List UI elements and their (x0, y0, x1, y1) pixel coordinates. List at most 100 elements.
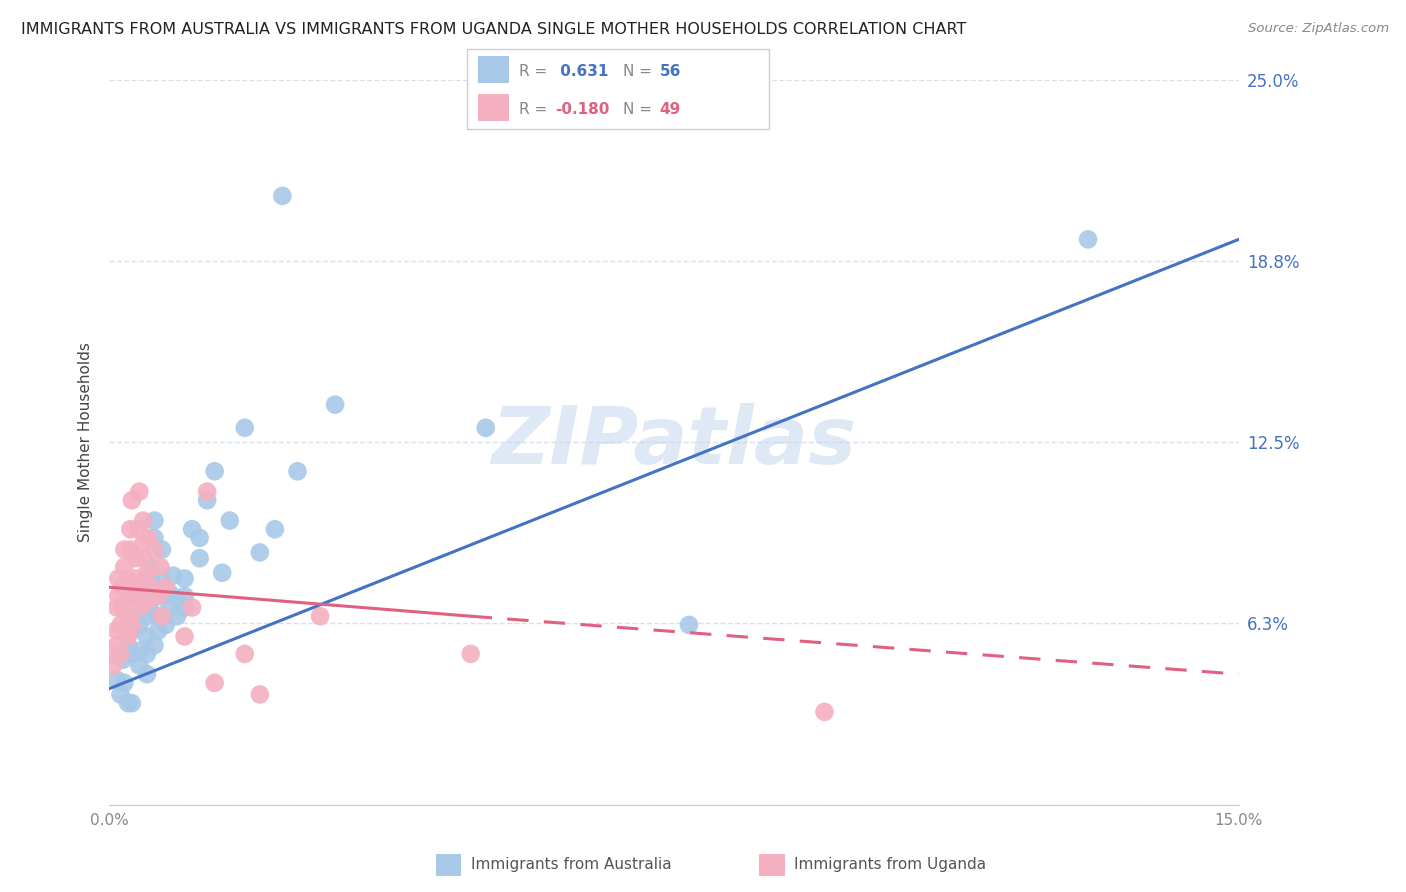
Point (211, 566, 233, 580)
Point (166, 609, 188, 624)
Point (139, 580, 162, 594)
Point (101, 658, 124, 673)
Point (460, 647, 482, 661)
Point (143, 514, 166, 528)
Point (139, 595, 162, 609)
Point (173, 572, 195, 586)
Point (264, 522, 287, 536)
Point (127, 522, 149, 536)
Point (121, 618, 143, 632)
Point (150, 542, 173, 557)
Text: 49: 49 (659, 102, 681, 117)
Point (148, 624, 170, 638)
Point (117, 572, 139, 586)
Text: 0.631: 0.631 (555, 64, 609, 79)
Point (138, 531, 160, 545)
Point (128, 618, 150, 632)
Text: IMMIGRANTS FROM AUSTRALIA VS IMMIGRANTS FROM UGANDA SINGLE MOTHER HOUSEHOLDS COR: IMMIGRANTS FROM AUSTRALIA VS IMMIGRANTS … (21, 22, 966, 37)
Point (149, 560, 172, 574)
Text: ZIPatlas: ZIPatlas (492, 403, 856, 482)
Point (111, 580, 134, 594)
Point (104, 647, 127, 661)
Point (181, 600, 204, 615)
Point (474, 421, 496, 435)
Point (117, 589, 139, 603)
Point (128, 658, 150, 673)
Point (121, 647, 143, 661)
Point (128, 484, 150, 499)
Point (162, 568, 184, 582)
Point (204, 676, 226, 690)
Text: R =: R = (519, 64, 553, 79)
Point (105, 638, 128, 652)
Point (155, 618, 177, 632)
Point (105, 624, 128, 638)
Point (309, 609, 332, 624)
Point (173, 589, 195, 603)
Point (117, 630, 139, 644)
Point (120, 542, 142, 557)
Point (112, 560, 135, 574)
Text: Immigrants from Uganda: Immigrants from Uganda (794, 857, 987, 871)
Y-axis label: Single Mother Households: Single Mother Households (79, 343, 93, 542)
Point (110, 618, 132, 632)
Point (1077, 232, 1099, 246)
Point (135, 609, 157, 624)
Text: -0.180: -0.180 (555, 102, 610, 117)
Point (148, 589, 170, 603)
Point (120, 522, 142, 536)
Point (150, 589, 173, 603)
Point (233, 647, 256, 661)
Point (155, 580, 177, 594)
Text: Source: ZipAtlas.com: Source: ZipAtlas.com (1249, 22, 1389, 36)
Point (135, 595, 157, 609)
Point (135, 647, 157, 661)
Point (150, 572, 173, 586)
Point (129, 580, 152, 594)
Point (132, 580, 155, 594)
Point (166, 591, 188, 606)
Point (122, 589, 145, 603)
Point (143, 531, 166, 545)
Point (159, 586, 181, 600)
Point (117, 696, 139, 710)
Point (287, 464, 309, 478)
Text: R =: R = (519, 102, 553, 117)
Point (121, 624, 143, 638)
Point (813, 705, 835, 719)
Point (107, 572, 129, 586)
Point (111, 600, 134, 615)
Point (233, 421, 256, 435)
Point (323, 398, 346, 412)
Point (218, 514, 240, 528)
Point (110, 647, 132, 661)
Text: Immigrants from Australia: Immigrants from Australia (471, 857, 672, 871)
Point (132, 537, 155, 551)
Point (678, 618, 700, 632)
Point (112, 542, 135, 557)
Point (195, 493, 218, 508)
Point (148, 609, 170, 624)
Point (132, 600, 155, 615)
Point (135, 667, 157, 681)
Point (105, 673, 128, 687)
Point (121, 696, 143, 710)
Point (143, 542, 166, 557)
Point (111, 653, 134, 667)
Point (139, 572, 162, 586)
Point (143, 638, 166, 652)
Point (150, 609, 173, 624)
Point (124, 551, 146, 566)
Point (128, 644, 150, 658)
Point (181, 522, 204, 536)
Point (107, 589, 129, 603)
Point (188, 531, 211, 545)
Point (135, 630, 157, 644)
Point (173, 630, 195, 644)
Point (124, 572, 146, 586)
Text: N =: N = (623, 64, 657, 79)
Point (132, 589, 155, 603)
Point (105, 600, 128, 615)
Point (204, 464, 226, 478)
Point (135, 566, 157, 580)
